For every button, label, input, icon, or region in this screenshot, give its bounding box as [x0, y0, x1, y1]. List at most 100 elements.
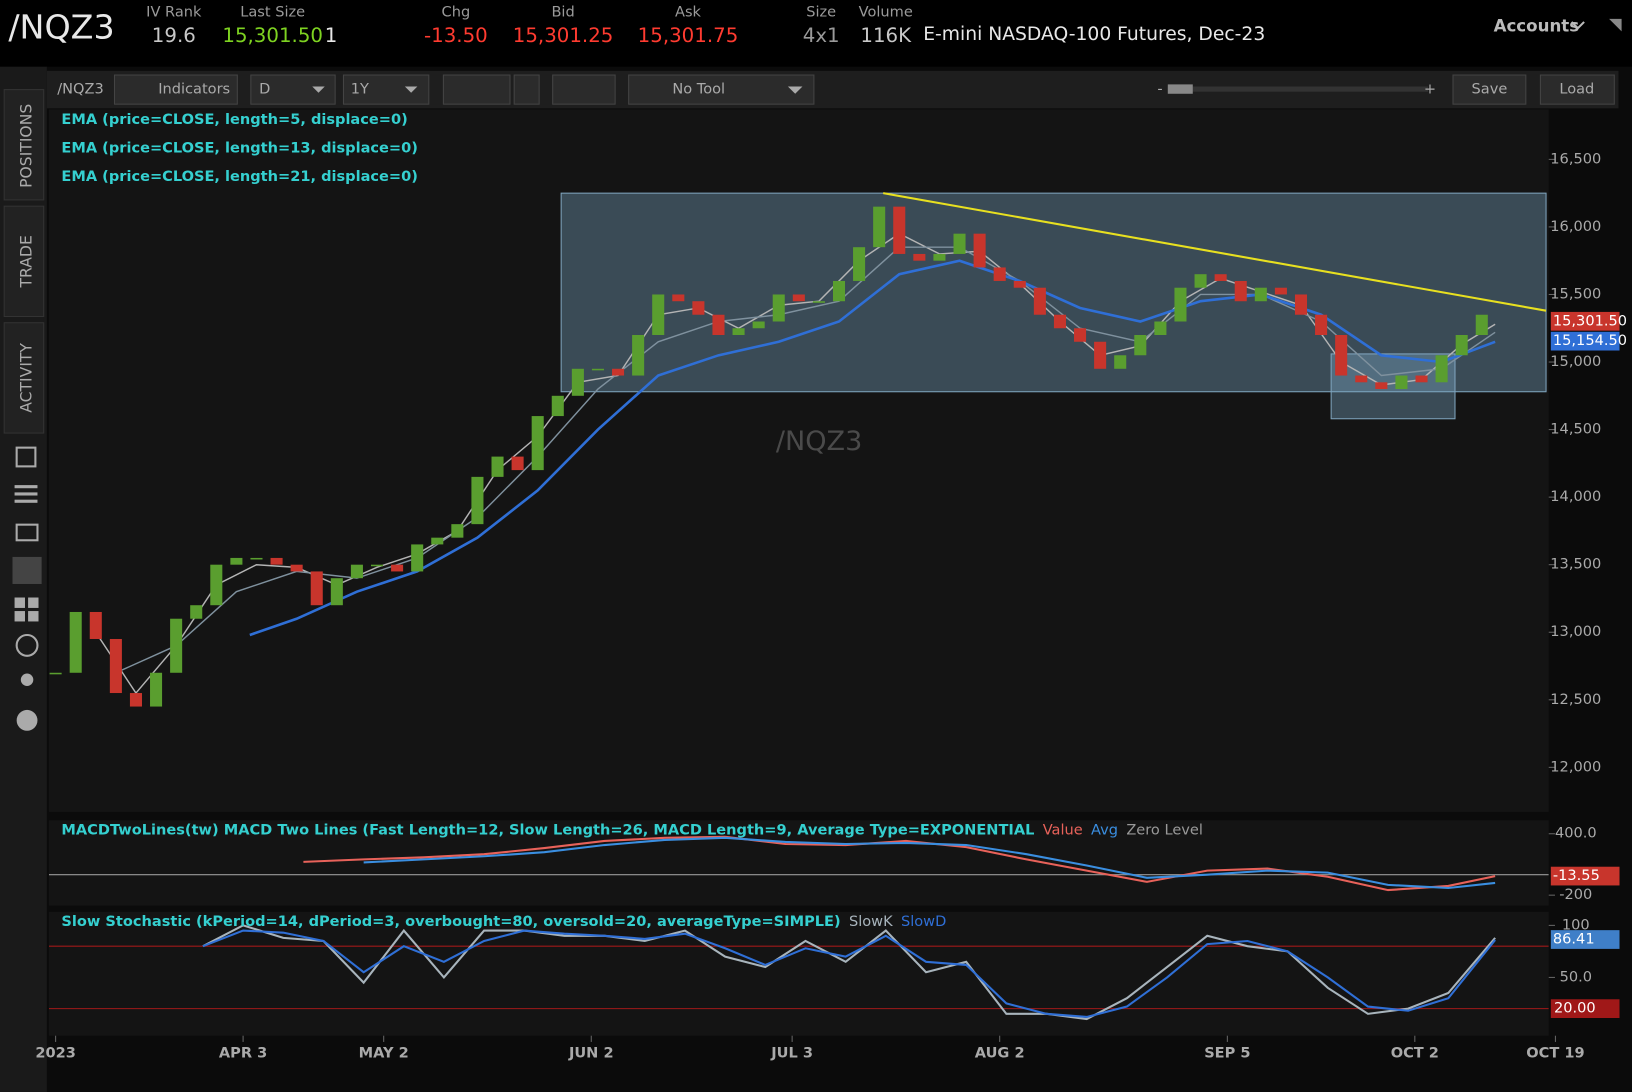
field-value: 15,301.75 — [638, 24, 739, 47]
trendline — [883, 192, 1547, 312]
icon[interactable] — [16, 709, 38, 731]
candle — [1194, 274, 1207, 288]
load-button[interactable] — [1539, 74, 1615, 105]
price-plot — [49, 192, 1547, 707]
save-label[interactable]: Save — [1472, 81, 1508, 98]
candle — [330, 578, 343, 606]
sidebar-tab[interactable] — [3, 205, 45, 318]
field-label: Last Size — [240, 4, 305, 21]
chart-type-button[interactable] — [442, 74, 511, 105]
candle — [69, 611, 82, 673]
range-label[interactable]: 1Y — [351, 81, 369, 98]
indicators-button[interactable] — [113, 74, 238, 105]
field-label: Volume — [859, 4, 913, 21]
sidebar-tab[interactable] — [3, 89, 45, 201]
sidebar-tab-label[interactable]: POSITIONS — [18, 104, 36, 188]
candle — [551, 395, 564, 417]
candle — [913, 253, 926, 261]
candle — [853, 247, 866, 281]
toolbar-symbol: /NQZ3 — [57, 81, 104, 98]
y-tick-label: 12,500 — [1550, 691, 1601, 708]
sidebar-tab-label[interactable]: ACTIVITY — [18, 343, 36, 413]
study-title: MACDTwoLines(tw) MACD Two Lines (Fast Le… — [61, 822, 1034, 839]
candle — [1335, 335, 1348, 376]
price-tag — [1550, 331, 1620, 351]
candle — [511, 456, 524, 471]
price-tag — [1550, 311, 1620, 331]
candle — [1294, 294, 1308, 315]
tool-label[interactable]: No Tool — [672, 81, 725, 98]
y-tick-label: 13,500 — [1550, 556, 1601, 573]
save-button[interactable] — [1452, 74, 1527, 105]
icon[interactable] — [20, 673, 34, 686]
candle — [1355, 375, 1368, 383]
icon-active[interactable] — [12, 556, 42, 584]
caret — [787, 86, 803, 94]
y-tick-label: 400.0 — [1555, 825, 1597, 842]
sidebar-tab-label[interactable]: TRADE — [18, 235, 36, 288]
candle — [350, 564, 363, 579]
last-tag — [1550, 866, 1620, 886]
candle — [89, 611, 102, 639]
zoom-out[interactable]: - — [1157, 81, 1162, 98]
expand-icon[interactable] — [1609, 18, 1622, 32]
candle — [370, 564, 384, 567]
field-value: 19.6 — [152, 24, 196, 47]
range-select[interactable] — [342, 74, 430, 105]
icon[interactable] — [15, 446, 37, 468]
zoom-slider[interactable] — [1167, 86, 1428, 92]
candle — [170, 618, 183, 673]
zoom-thumb[interactable] — [1167, 84, 1193, 94]
candle — [973, 233, 986, 268]
indicators-label[interactable]: Indicators — [158, 81, 230, 98]
field-label: IV Rank — [146, 4, 202, 21]
candle — [792, 294, 805, 302]
zoom-in[interactable]: + — [1424, 81, 1436, 98]
icon[interactable] — [14, 492, 38, 496]
accounts-caret[interactable] — [1570, 21, 1585, 30]
sidebar-tab[interactable] — [3, 322, 45, 434]
candle — [190, 605, 203, 619]
aggregation-label[interactable]: D — [259, 81, 270, 98]
candle — [310, 571, 323, 606]
candle — [1375, 382, 1388, 390]
candle — [732, 328, 745, 336]
icon[interactable] — [14, 597, 25, 608]
candle — [1013, 280, 1026, 288]
last-tag-label: -13.55 — [1553, 867, 1600, 884]
candle — [652, 294, 665, 336]
legend-entry: SlowD — [901, 913, 946, 930]
y-tick-label: 15,500 — [1550, 285, 1601, 302]
candle — [632, 335, 645, 376]
drawing-button[interactable] — [552, 74, 616, 105]
price-tag-label: 15,301.50 — [1553, 312, 1627, 329]
icon[interactable] — [15, 523, 39, 542]
candle — [210, 564, 223, 606]
candle — [812, 301, 825, 303]
load-label[interactable]: Load — [1559, 81, 1594, 98]
indicator-line — [303, 835, 1496, 892]
accounts-menu[interactable]: Accounts — [1494, 17, 1580, 36]
candle — [431, 537, 444, 545]
icon[interactable] — [14, 611, 25, 622]
icon[interactable] — [14, 499, 38, 503]
candle — [471, 476, 484, 525]
icon[interactable] — [28, 597, 39, 608]
field-value: 116K — [860, 24, 912, 47]
legend-entry: Zero Level — [1126, 822, 1203, 839]
y-tick-label: 16,000 — [1550, 218, 1601, 235]
icon[interactable] — [14, 485, 38, 489]
settings-button[interactable] — [513, 74, 540, 105]
icon[interactable] — [15, 633, 39, 657]
y-tick-label: 50.0 — [1560, 968, 1592, 985]
candle — [1274, 287, 1287, 295]
watermark: /NQZ3 — [776, 426, 862, 457]
candle — [451, 524, 464, 538]
icon[interactable] — [28, 611, 39, 622]
legend-entry: Avg — [1091, 822, 1118, 839]
candle — [1254, 287, 1267, 302]
field-extra: 1 — [325, 24, 338, 47]
candle — [772, 294, 785, 322]
tool-select[interactable] — [628, 74, 815, 105]
